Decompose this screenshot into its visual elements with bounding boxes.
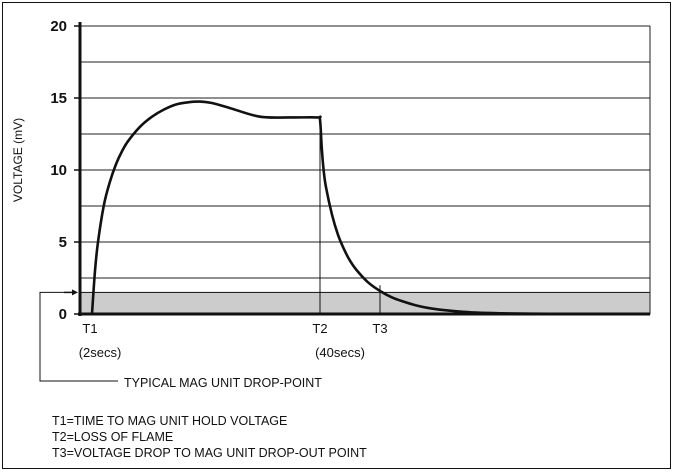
y-tick-label-10: 10 — [50, 162, 67, 179]
note-t3: T3=VOLTAGE DROP TO MAG UNIT DROP-OUT POI… — [52, 446, 367, 460]
note-t2: T2=LOSS OF FLAME — [52, 430, 173, 444]
marker-sublabel-t2: (40secs) — [315, 345, 365, 360]
y-axis-title: VOLTAGE (mV) — [11, 118, 25, 202]
marker-label-t1: T1 — [82, 321, 97, 336]
note-t1: T1=TIME TO MAG UNIT HOLD VOLTAGE — [52, 414, 287, 428]
y-tick-label-0: 0 — [59, 306, 67, 323]
y-tick-label-20: 20 — [50, 18, 67, 35]
figure-frame — [2, 2, 671, 469]
marker-label-t3: T3 — [372, 321, 387, 336]
voltage-curve — [90, 100, 591, 316]
drop-point-annotation: TYPICAL MAG UNIT DROP-POINT — [124, 376, 322, 390]
y-tick-label-5: 5 — [59, 234, 67, 251]
marker-label-t2: T2 — [312, 321, 327, 336]
marker-sublabel-t1: (2secs) — [79, 345, 122, 360]
annotation-leader-line — [39, 291, 118, 382]
drop-point-arrowhead — [72, 289, 78, 296]
drop-point-band — [79, 291, 651, 315]
y-tick-label-15: 15 — [50, 90, 67, 107]
